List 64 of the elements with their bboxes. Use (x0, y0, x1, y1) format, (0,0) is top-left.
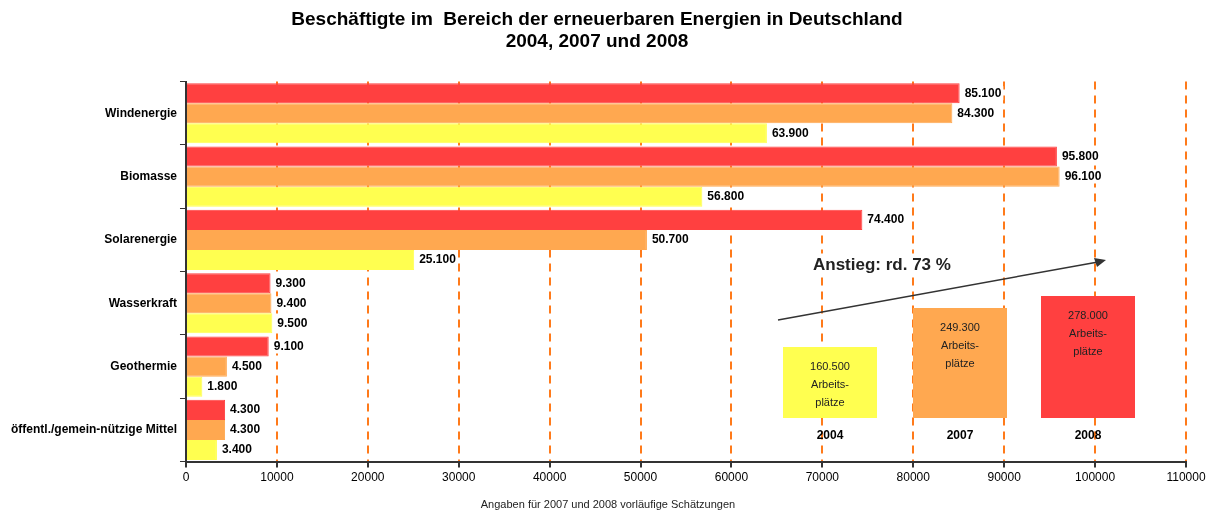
text: 2007 (945, 428, 975, 442)
bar (186, 103, 953, 124)
bar (186, 229, 647, 250)
x-tick-label: 70000 (805, 470, 840, 485)
bar (186, 399, 226, 420)
data-label: 3.400 (221, 442, 253, 457)
data-label: 9.400 (276, 295, 307, 310)
data-label: 25.100 (419, 252, 457, 267)
data-label: 1.800 (207, 378, 238, 393)
bar (186, 123, 767, 144)
data-label: 9.500 (277, 315, 308, 330)
bar (186, 293, 272, 314)
data-label: 9.100 (273, 338, 305, 353)
bar (186, 439, 217, 461)
chart-title: Beschäftigte im Bereich der erneuerbaren Energien in Deutschland 2004, 2007 und 2008 (291, 7, 903, 52)
x-tick-label: 80000 (896, 470, 931, 485)
data-label: 85.100 (964, 85, 1002, 100)
legend-swatch: 278.000 Arbeits-plätze (1041, 296, 1135, 418)
text: Angaben für 2007 und 2008 vorläufige Schätzungen (480, 498, 736, 510)
y-tick-label: Wasserkraft (108, 295, 177, 310)
bar (186, 313, 273, 334)
bar (186, 376, 203, 397)
bar (186, 209, 863, 230)
data-label: 4.500 (231, 358, 263, 373)
annotation: 160.500 Arbeits-plätze (809, 359, 851, 410)
bar (186, 419, 226, 440)
data-label: 56.800 (707, 188, 745, 203)
annotation: 278.000 Arbeits-plätze (1067, 308, 1109, 359)
annotation: 249.300 Arbeits-plätze (939, 320, 981, 371)
bar (186, 273, 271, 294)
x-tick-label: 0 (182, 470, 190, 485)
legend-swatch: 160.500 Arbeits-plätze (783, 347, 877, 418)
y-tick-label: Windenergie (105, 105, 178, 120)
x-tick-label: 110000 (1166, 470, 1206, 485)
x-tick-label: 90000 (987, 470, 1022, 485)
y-tick-label: Geothermie (110, 358, 178, 373)
legend-swatch: 249.300 Arbeits-plätze (913, 308, 1007, 418)
x-tick-label: 50000 (623, 470, 658, 485)
bar (186, 146, 1057, 167)
bar (186, 336, 269, 357)
y-tick-label: öffentl./gemein-nützige Mittel (10, 422, 177, 437)
data-label: 63.900 (771, 125, 809, 140)
data-label: 95.800 (1061, 148, 1099, 163)
x-tick-label: 100000 (1075, 470, 1116, 485)
data-label: 9.300 (275, 275, 306, 290)
x-tick-label: 20000 (351, 470, 385, 485)
x-tick-label: 40000 (532, 470, 567, 485)
bar (186, 186, 703, 207)
y-tick-label: Solarenergie (104, 232, 178, 247)
data-label: 50.700 (651, 232, 689, 247)
data-label: 4.300 (230, 422, 261, 437)
data-label: 96.100 (1064, 168, 1102, 183)
bar (186, 249, 415, 271)
data-label: 4.300 (230, 402, 261, 417)
y-tick-label: Biomasse (120, 168, 178, 183)
annotation: Anstieg: rd. 73 % (813, 254, 951, 274)
bar (186, 356, 227, 377)
bar (186, 83, 960, 104)
data-label: 74.400 (867, 212, 905, 227)
bar (186, 166, 1060, 187)
x-tick-label: 10000 (260, 470, 294, 485)
data-label: 84.300 (957, 105, 995, 120)
x-tick-label: 60000 (714, 470, 749, 485)
x-tick-label: 30000 (442, 470, 476, 485)
